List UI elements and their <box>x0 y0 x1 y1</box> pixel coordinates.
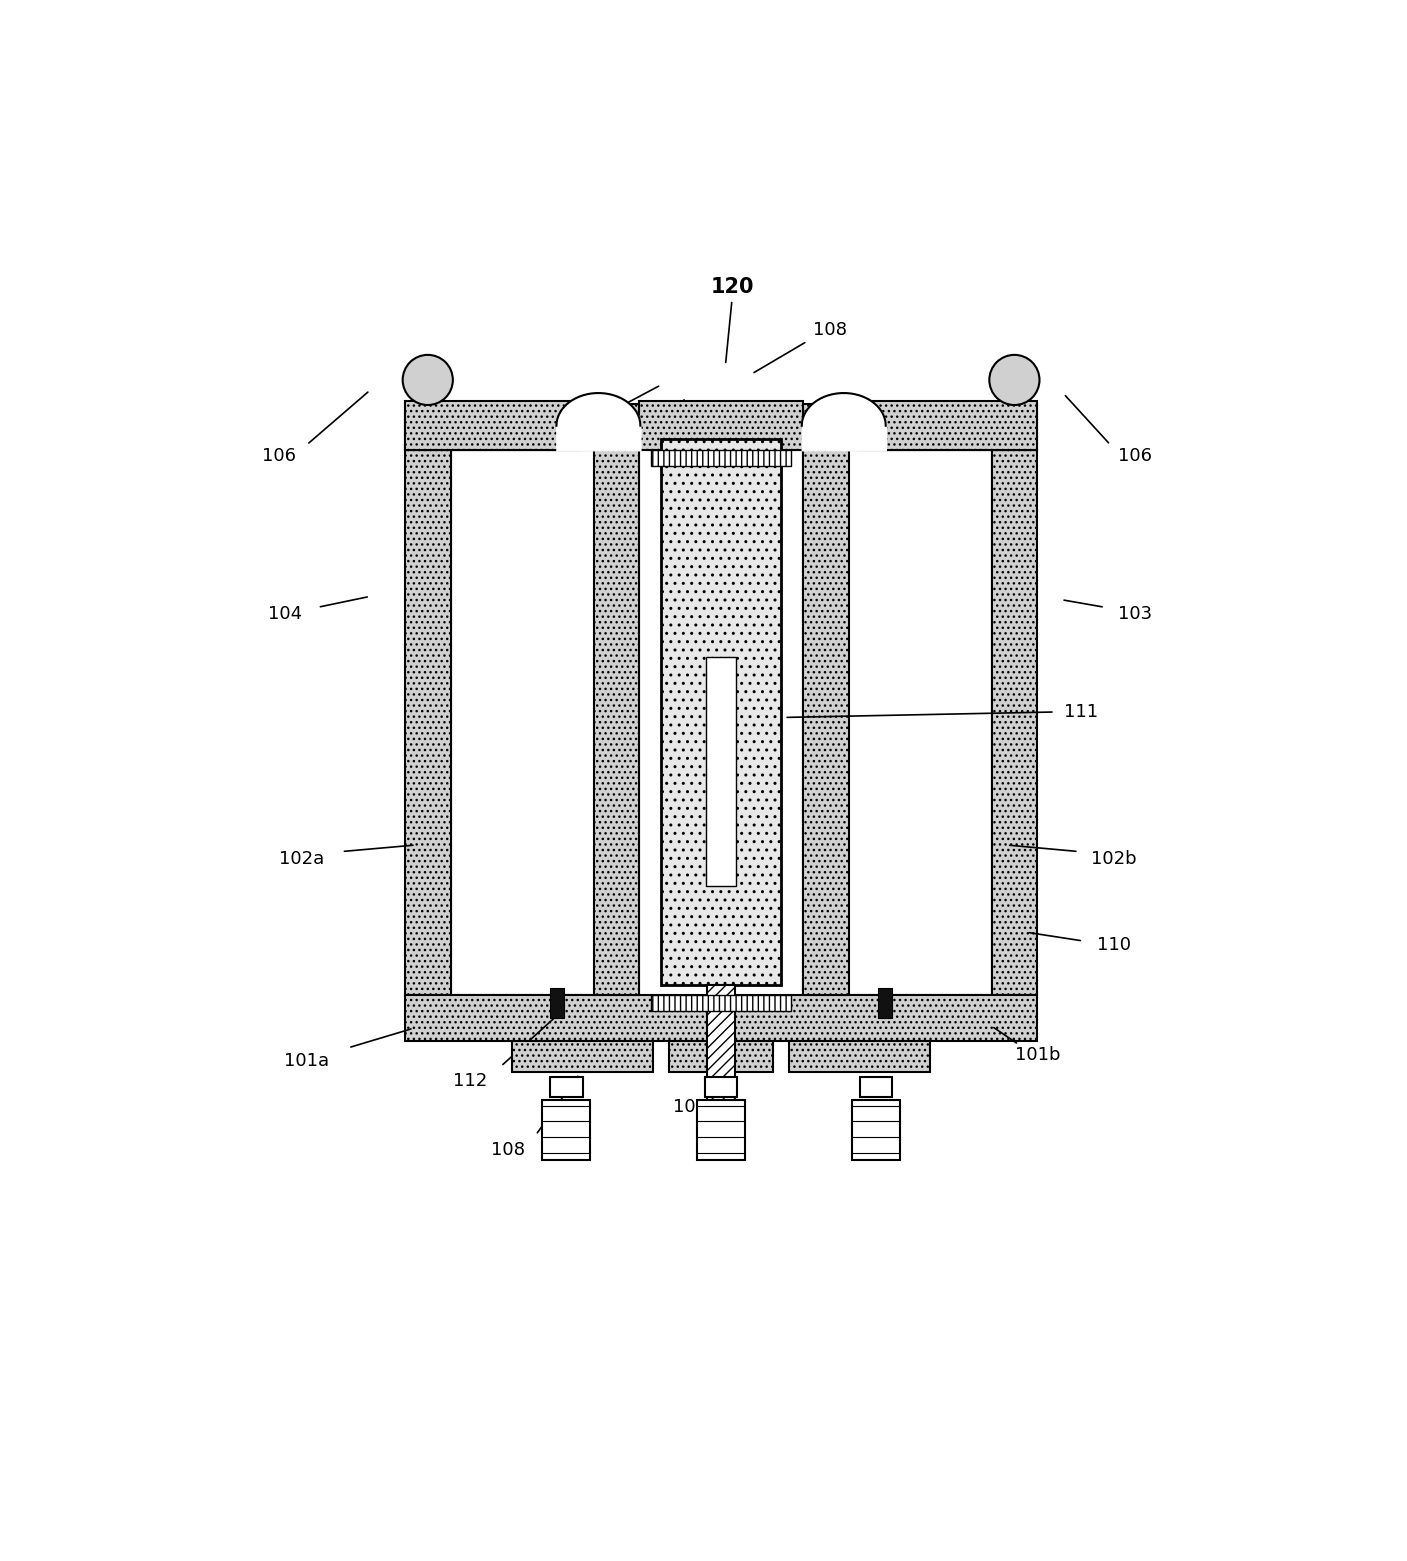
Bar <box>512 1041 653 1072</box>
Bar <box>851 1101 900 1160</box>
Bar <box>878 988 892 1018</box>
Text: 112: 112 <box>453 1071 487 1090</box>
Bar <box>450 450 639 996</box>
Text: 120: 120 <box>711 276 754 297</box>
Text: 109: 109 <box>601 428 635 446</box>
Bar <box>803 450 992 996</box>
Text: 102b: 102b <box>1090 851 1137 868</box>
Text: 104: 104 <box>267 604 303 623</box>
Text: 106: 106 <box>1119 446 1152 465</box>
Bar <box>405 450 450 996</box>
Bar <box>594 450 639 996</box>
Bar <box>705 1077 737 1097</box>
Text: 110: 110 <box>1096 937 1131 954</box>
Bar <box>542 1101 591 1160</box>
Circle shape <box>402 354 453 404</box>
Bar <box>789 1041 930 1072</box>
Circle shape <box>989 354 1040 404</box>
Text: 101b: 101b <box>1014 1046 1059 1065</box>
Text: 105: 105 <box>567 403 602 421</box>
Text: 101a: 101a <box>284 1052 329 1069</box>
Text: 106: 106 <box>263 446 297 465</box>
Bar <box>405 401 580 450</box>
Text: 107: 107 <box>674 1097 708 1116</box>
Text: 102a: 102a <box>279 851 324 868</box>
Text: 103: 103 <box>1119 604 1152 623</box>
Bar <box>661 439 781 985</box>
Bar <box>639 401 803 450</box>
Bar <box>405 996 1037 1041</box>
Bar <box>670 1041 772 1072</box>
Text: 111: 111 <box>1064 702 1097 721</box>
Bar <box>550 1077 582 1097</box>
Bar <box>803 450 848 996</box>
Bar <box>696 1101 746 1160</box>
Bar <box>992 450 1037 996</box>
Text: 108: 108 <box>813 322 847 339</box>
Bar <box>706 657 736 887</box>
Bar <box>860 1077 892 1097</box>
Bar <box>405 404 1037 450</box>
Bar <box>651 450 791 465</box>
Bar <box>706 985 736 1116</box>
Text: 108: 108 <box>491 1141 525 1160</box>
Bar <box>550 988 564 1018</box>
Bar <box>862 401 1037 450</box>
Bar <box>651 996 791 1012</box>
